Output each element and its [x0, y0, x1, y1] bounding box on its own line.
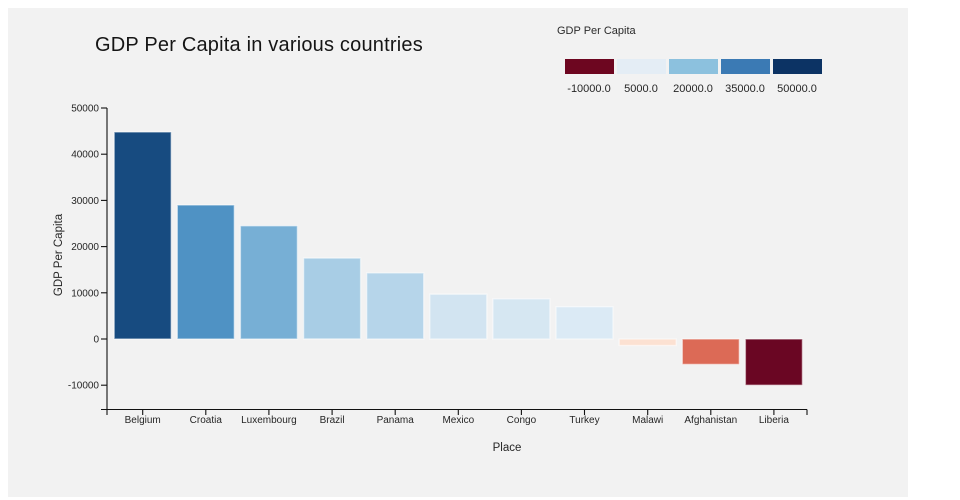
legend-swatch-0	[565, 59, 614, 74]
legend-swatch-2	[669, 59, 718, 74]
legend-swatch-4	[773, 59, 822, 74]
bar-malawi	[618, 338, 677, 347]
x-tick-label-malawi: Malawi	[632, 415, 663, 426]
legend-swatch-row	[565, 59, 822, 74]
y-axis-title: GDP Per Capita	[53, 213, 65, 296]
x-tick-label-mexico: Mexico	[442, 415, 474, 426]
bar-croatia	[176, 204, 236, 340]
legend-tick-label: 5000.0	[624, 83, 658, 95]
y-tick-label: 0	[93, 335, 99, 346]
x-tick-label-turkey: Turkey	[569, 415, 599, 426]
x-tick-label-congo: Congo	[507, 415, 537, 426]
bar-liberia	[744, 338, 804, 386]
x-tick-label-afghanistan: Afghanistan	[684, 415, 737, 426]
y-tick-label: 10000	[71, 288, 99, 299]
bar-luxembourg	[239, 225, 299, 340]
chart-title: GDP Per Capita in various countries	[95, 34, 423, 56]
bar-congo	[492, 298, 551, 340]
bar-turkey	[555, 306, 614, 340]
x-tick-label-luxembourg: Luxembourg	[241, 415, 297, 426]
y-tick-label: 20000	[71, 242, 99, 253]
legend-tick-label: -10000.0	[567, 83, 611, 95]
legend-title: GDP Per Capita	[557, 25, 636, 37]
bar-brazil	[302, 257, 362, 340]
bars-group	[113, 131, 804, 386]
legend-tick-label: 50000.0	[777, 83, 817, 95]
bar-belgium	[113, 131, 172, 340]
y-tick-label: 30000	[71, 196, 99, 207]
legend-label-row: -10000.0 5000.0 20000.0 35000.0 50000.0	[563, 83, 823, 95]
x-tick-label-belgium: Belgium	[125, 415, 161, 426]
y-tick-label: 50000	[71, 104, 99, 115]
bar-panama	[366, 272, 425, 340]
y-tick-label: -10000	[68, 381, 100, 392]
x-tick-label-panama: Panama	[377, 415, 415, 426]
y-tick-label: 40000	[71, 150, 99, 161]
x-axis-title: Place	[493, 442, 522, 454]
x-tick-label-liberia: Liberia	[759, 415, 789, 426]
legend-swatch-3	[721, 59, 770, 74]
x-tick-label-croatia: Croatia	[190, 415, 223, 426]
bar-afghanistan	[681, 338, 740, 366]
legend-tick-label: 20000.0	[673, 83, 713, 95]
legend-swatch-1	[617, 59, 666, 74]
legend-tick-label: 35000.0	[725, 83, 765, 95]
x-tick-label-brazil: Brazil	[320, 415, 345, 426]
bar-mexico	[429, 293, 488, 340]
axes-group: 50000 40000 30000 20000 10000 0 -10000 Belgium C…	[68, 104, 808, 426]
